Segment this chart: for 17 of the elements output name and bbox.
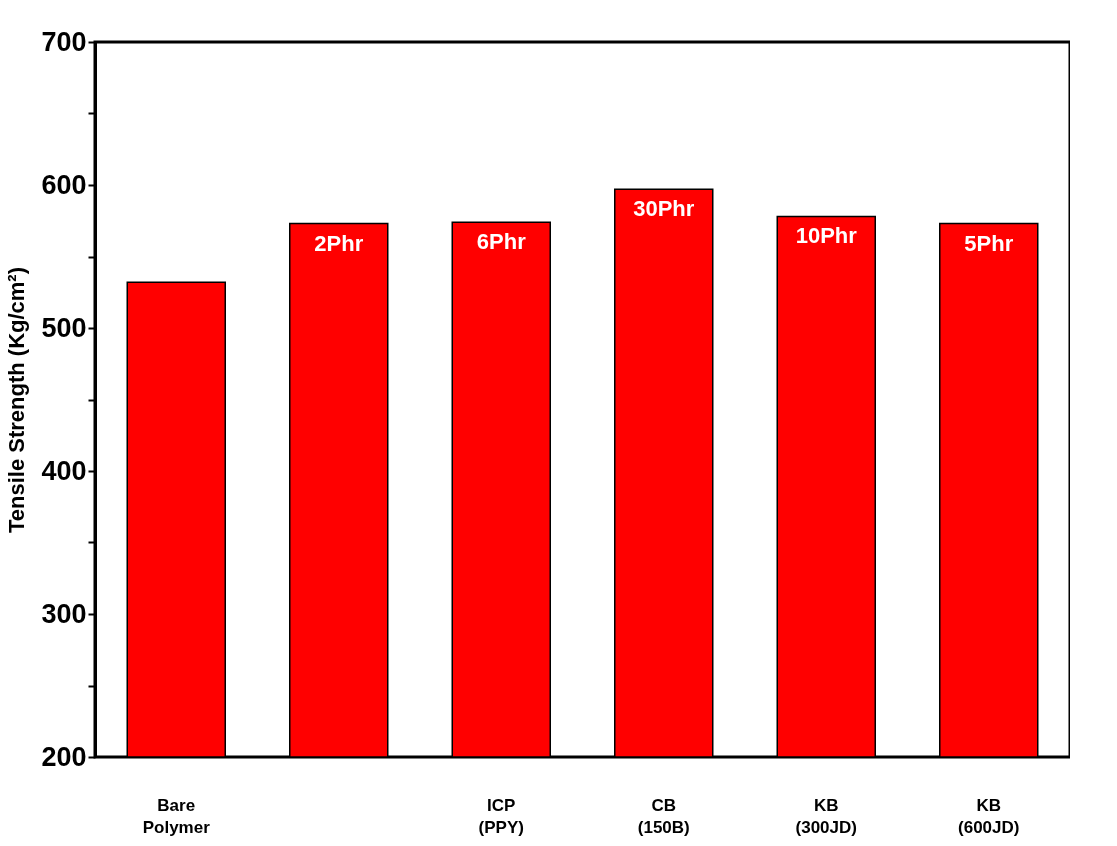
- y-axis-title: Tensile Strength (Kg/cm²): [4, 266, 30, 534]
- y-tick-label: 300: [41, 598, 87, 629]
- annotation: 6Phr: [476, 229, 527, 255]
- y-tick-label: 500: [41, 312, 87, 343]
- x-tick-label: Bare Polymer: [142, 795, 211, 837]
- annotation: 10Phr: [795, 223, 858, 249]
- y-tick-label: 200: [41, 741, 87, 772]
- y-tick-label: 700: [41, 26, 87, 57]
- annotation: 5Phr: [964, 230, 1014, 256]
- y-tick-label: 600: [41, 169, 87, 200]
- annotation: 30Phr: [633, 196, 695, 222]
- y-tick-label: 400: [41, 455, 87, 486]
- annotation: 2Phr: [314, 230, 364, 256]
- x-tick-label: CB (150B): [637, 795, 690, 837]
- x-tick-label: KB (600JD): [958, 795, 1020, 837]
- x-tick-label: KB (300JD): [795, 795, 857, 837]
- x-tick-label: ICP (PPY): [478, 795, 524, 837]
